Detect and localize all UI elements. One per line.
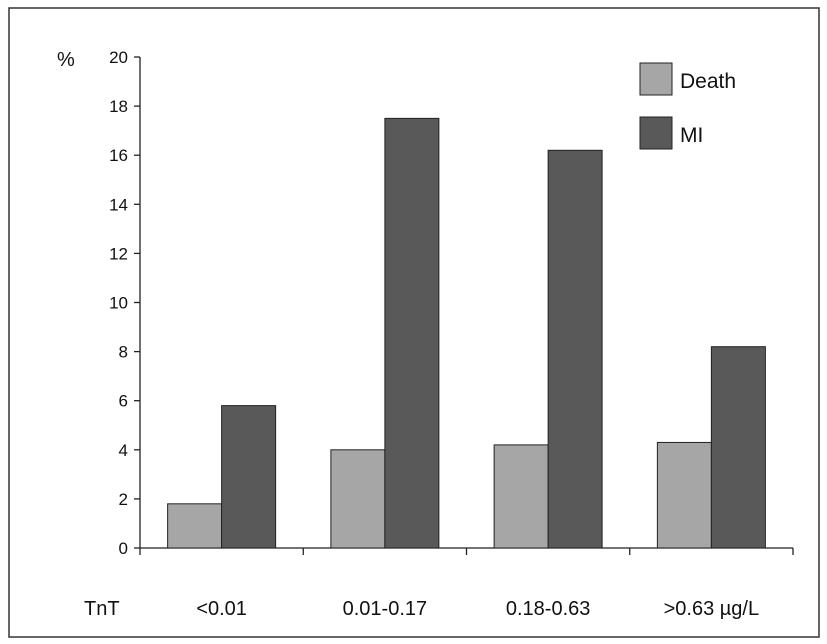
legend-label-mi: MI [680,124,703,147]
y-tick-label: 4 [119,441,128,460]
category-label: >0.63 µg/L [664,598,760,620]
bar-mi-2 [547,149,603,549]
category-labels: <0.01 0.01-0.17 0.18-0.63 >0.63 µg/L [196,598,759,620]
category-label: 0.01-0.17 [343,598,428,620]
bar-mi-1 [384,117,440,549]
y-tick-label: 14 [109,195,128,214]
bars [167,117,766,549]
y-tick-label: 0 [119,539,128,558]
bar-death-2 [493,444,549,549]
y-tick-label: 18 [109,97,128,116]
category-label: <0.01 [196,598,247,620]
bar-death-1 [330,449,386,549]
legend: Death MI [639,62,736,150]
legend-swatch-death [639,62,673,96]
y-tick-label: 20 [109,48,128,67]
category-label: 0.18-0.63 [506,598,591,620]
legend-swatch-mi [639,116,673,150]
y-axis-label: % [57,49,75,71]
legend-label-death: Death [680,70,736,93]
bar-mi-0 [221,405,277,549]
x-axis-label: TnT [84,598,120,620]
y-tick-label: 12 [109,244,128,263]
y-tick-label: 10 [109,294,128,313]
y-tick-label: 2 [119,490,128,509]
bar-mi-3 [710,346,766,549]
y-axis: 0 2 4 6 8 10 12 14 16 18 20 [109,48,141,558]
y-tick-label: 8 [119,343,128,362]
y-tick-label: 6 [119,392,128,411]
bar-death-3 [656,441,712,549]
y-tick-label: 16 [109,146,128,165]
bar-death-0 [167,503,223,549]
